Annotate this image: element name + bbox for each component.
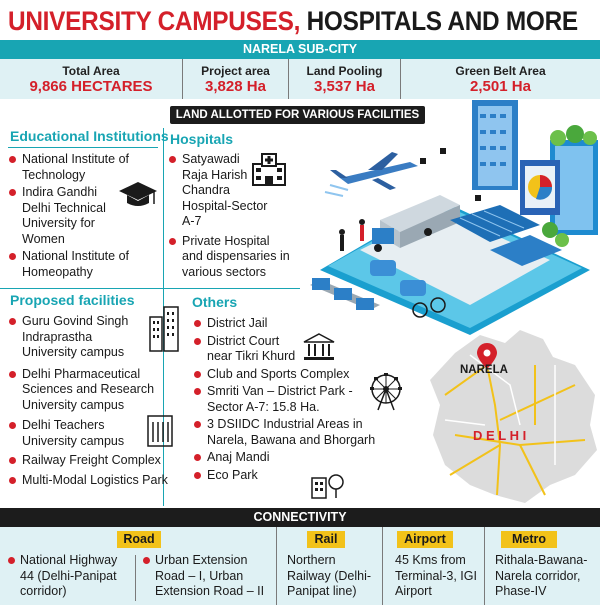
stat-label: Land Pooling	[306, 64, 383, 78]
stats-row: Total Area 9,866 HECTARES Project area 3…	[0, 59, 600, 99]
list-item: Multi-Modal Logistics Park	[8, 473, 168, 489]
educational-list: National Institute of Technology Indira …	[8, 152, 158, 282]
stat-total-area: Total Area 9,866 HECTARES	[0, 59, 182, 99]
list-item: Private Hospital and dispensaries in var…	[168, 234, 293, 281]
stat-project-area: Project area 3,828 Ha	[182, 59, 288, 99]
road-item: Urban Extension Road – I, Urban Extensio…	[143, 553, 271, 600]
metro-text: Rithala-Bawana-Narela corridor, Phase-IV	[495, 553, 588, 598]
map-place-label: NARELA	[460, 364, 508, 376]
map-region-label: D E L H I	[473, 428, 526, 443]
others-list: District Jail District Court near Tikri …	[193, 316, 383, 485]
list-item: 3 DSIIDC Industrial Areas in Narela, Baw…	[193, 417, 383, 448]
university-building-icon	[149, 306, 179, 352]
list-item: Guru Govind Singh Indraprastha Universit…	[8, 314, 134, 361]
stat-value: 3,537 Ha	[314, 78, 375, 95]
list-item: National Institute of Technology	[8, 152, 158, 183]
metro-tag: Metro	[501, 531, 557, 548]
list-item: Smriti Van – District Park - Sector A-7:…	[193, 384, 361, 415]
road-item: National Highway 44 (Delhi-Panipat corri…	[8, 553, 134, 600]
stat-green-belt: Green Belt Area 2,501 Ha	[400, 59, 600, 99]
rail-text: Northern Railway (Delhi-Panipat line)	[287, 553, 372, 598]
connectivity-banner: CONNECTIVITY	[0, 508, 600, 527]
list-item: District Court near Tikri Khurd	[193, 334, 301, 365]
stat-value: 2,501 Ha	[470, 78, 531, 95]
educational-heading: Educational Institutions	[10, 128, 169, 144]
hospitals-heading: Hospitals	[170, 131, 234, 147]
stat-value: 9,866 HECTARES	[29, 78, 153, 95]
divider	[8, 147, 158, 148]
hospitals-list: Satyawadi Raja Harish Chandra Hospital-S…	[168, 152, 293, 282]
stat-label: Total Area	[62, 64, 120, 78]
list-item: National Institute of Homeopathy	[8, 249, 158, 280]
connectivity-airport: Airport 45 Kms from Terminal-3, IGI Airp…	[382, 527, 484, 605]
connectivity-metro: Metro Rithala-Bawana-Narela corridor, Ph…	[484, 527, 600, 605]
list-item: Delhi Pharmaceutical Sciences and Resear…	[8, 367, 163, 414]
divider	[0, 288, 300, 289]
rail-tag: Rail	[307, 531, 345, 548]
list-item: Delhi Teachers University campus	[8, 418, 136, 449]
graduation-cap-icon	[119, 182, 157, 206]
airport-tag: Airport	[397, 531, 453, 548]
divider	[135, 555, 136, 601]
road-tag: Road	[117, 531, 161, 548]
list-item: Railway Freight Complex	[8, 453, 163, 469]
park-icon	[311, 474, 344, 499]
list-item: Club and Sports Complex	[193, 367, 383, 383]
proposed-list: Guru Govind Singh Indraprastha Universit…	[8, 314, 168, 490]
stat-label: Green Belt Area	[455, 64, 546, 78]
stat-value: 3,828 Ha	[205, 78, 266, 95]
list-item: Anaj Mandi	[193, 450, 383, 466]
courthouse-icon	[303, 333, 335, 360]
list-item: Satyawadi Raja Harish Chandra Hospital-S…	[168, 152, 268, 230]
connectivity-panel: Road National Highway 44 (Delhi-Panipat …	[0, 527, 600, 605]
connectivity-road: Road National Highway 44 (Delhi-Panipat …	[0, 527, 276, 605]
list-item: Indira Gandhi Delhi Technical University…	[8, 185, 126, 247]
title-part-dark: HOSPITALS AND MORE	[300, 6, 579, 36]
delhi-map: NARELA D E L H I	[430, 330, 597, 503]
proposed-heading: Proposed facilities	[10, 292, 135, 308]
connectivity-rail: Rail Northern Railway (Delhi-Panipat lin…	[276, 527, 382, 605]
title-part-red: UNIVERSITY CAMPUSES,	[8, 6, 301, 36]
ferris-wheel-icon	[370, 373, 402, 411]
subcity-banner: NARELA SUB-CITY	[0, 40, 600, 59]
office-building-icon	[147, 415, 173, 447]
city-illustration	[310, 100, 598, 335]
airport-text: 45 Kms from Terminal-3, IGI Airport	[395, 553, 477, 598]
hospital-icon	[252, 153, 286, 186]
page-title: UNIVERSITY CAMPUSES, HOSPITALS AND MORE	[8, 4, 578, 38]
list-item: District Jail	[193, 316, 383, 332]
allotted-banner: LAND ALLOTTED FOR VARIOUS FACILITIES	[170, 106, 425, 124]
others-heading: Others	[192, 294, 238, 310]
stat-land-pooling: Land Pooling 3,537 Ha	[288, 59, 400, 99]
stat-label: Project area	[201, 64, 270, 78]
list-item: Eco Park	[193, 468, 383, 484]
